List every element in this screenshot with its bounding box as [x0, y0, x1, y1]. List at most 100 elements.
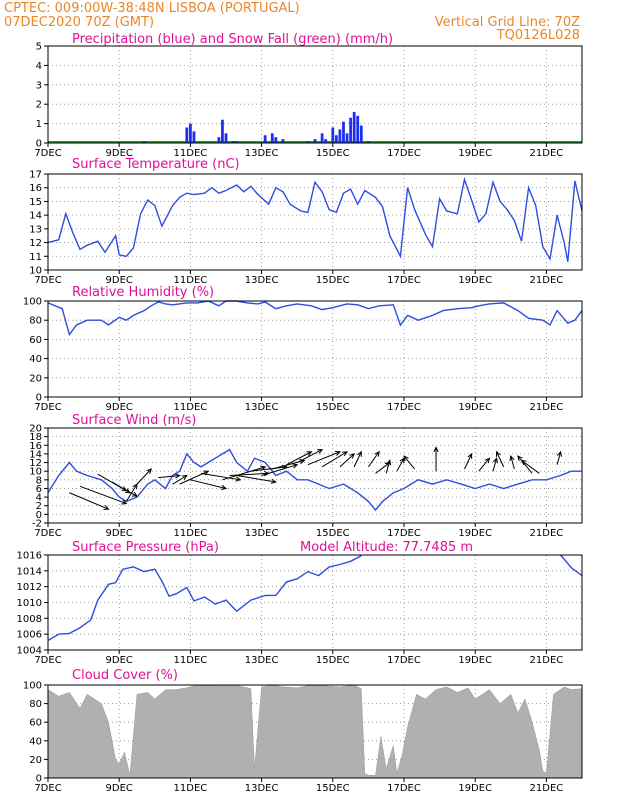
- x-tick-label: 19DEC: [458, 655, 492, 666]
- y-tick-label: 1010: [17, 598, 42, 609]
- x-tick-label: 15DEC: [316, 783, 350, 794]
- x-tick-label: 15DEC: [316, 402, 350, 413]
- precip-bar: [306, 141, 310, 143]
- wind-arrow-head: [174, 473, 181, 479]
- wind-arrow-head: [484, 457, 491, 464]
- x-tick-label: 11DEC: [174, 402, 208, 413]
- y-tick-label: 20: [29, 373, 42, 384]
- x-tick-label: 19DEC: [458, 148, 492, 159]
- x-tick-label: 11DEC: [174, 148, 208, 159]
- wind-arrow-head: [496, 450, 501, 457]
- panel-annotation: Model Altitude: 77.7485 m: [300, 540, 473, 555]
- x-tick-label: 13DEC: [245, 402, 279, 413]
- precip-bar: [231, 141, 235, 143]
- x-tick-label: 13DEC: [245, 528, 279, 539]
- y-tick-label: 4: [36, 493, 42, 504]
- wind-arrow: [136, 468, 152, 485]
- wind-arrow: [510, 455, 515, 470]
- header-grid-note: Vertical Grid Line: 70Z: [435, 15, 580, 30]
- y-tick-label: 15: [29, 197, 42, 208]
- wind-arrow: [229, 472, 269, 476]
- series-line: [47, 176, 583, 262]
- wind-arrow: [69, 492, 109, 510]
- wind-arrow-head: [556, 450, 562, 457]
- y-tick-label: 0: [36, 510, 42, 521]
- panel-title: Surface Pressure (hPa): [72, 540, 219, 555]
- y-tick-label: 2: [36, 501, 42, 512]
- cloud-cover-area: [47, 684, 583, 779]
- x-tick-label: 15DEC: [316, 148, 350, 159]
- wind-arrow: [375, 462, 391, 474]
- panel-title: Precipitation (blue) and Snow Fall (gree…: [72, 32, 393, 47]
- wind-arrow-head: [492, 457, 498, 464]
- wind-arrow-head: [520, 459, 527, 466]
- precip-bar: [324, 139, 328, 143]
- wind-arrow-head: [342, 451, 348, 457]
- wind-arrow-head: [317, 449, 324, 454]
- wind-arrow-head: [221, 484, 228, 490]
- x-tick-label: 11DEC: [174, 783, 208, 794]
- wind-arrow: [521, 459, 540, 474]
- panel-title: Surface Temperature (nC): [72, 157, 240, 172]
- wind-arrow: [403, 455, 416, 470]
- x-tick-label: 21DEC: [530, 528, 564, 539]
- precip-bar: [263, 135, 267, 143]
- header-date: 07DEC2020 70Z (GMT): [4, 15, 154, 30]
- wind-arrow-head: [235, 476, 242, 482]
- panel-1: Surface Temperature (nC) 10 11 12 13 14 15 16 17…: [29, 157, 583, 286]
- wind-arrow: [261, 464, 298, 476]
- x-tick-label: 7DEC: [34, 402, 61, 413]
- wind-arrow: [478, 457, 490, 472]
- y-tick-label: 40: [29, 736, 42, 747]
- x-tick-label: 9DEC: [106, 402, 133, 413]
- wind-arrow: [172, 475, 188, 485]
- y-tick-label: 10: [29, 467, 42, 478]
- y-tick-label: 20: [29, 755, 42, 766]
- x-tick-label: 9DEC: [106, 655, 133, 666]
- precip-bar: [342, 121, 345, 143]
- x-tick-label: 17DEC: [387, 402, 421, 413]
- wind-arrow: [339, 453, 355, 468]
- x-tick-label: 11DEC: [174, 655, 208, 666]
- wind-arrow: [464, 453, 473, 470]
- y-tick-label: 60: [29, 718, 42, 729]
- wind-arrow: [190, 479, 227, 489]
- x-tick-label: 11DEC: [174, 528, 208, 539]
- y-tick-label: 1008: [17, 614, 42, 625]
- precip-bar: [274, 137, 278, 143]
- x-tick-label: 21DEC: [530, 275, 564, 286]
- y-tick-label: 60: [29, 335, 42, 346]
- y-tick-label: 80: [29, 316, 42, 327]
- x-tick-label: 21DEC: [530, 148, 564, 159]
- y-tick-label: 2: [36, 100, 42, 111]
- y-tick-label: 11: [29, 252, 42, 263]
- panel-0: Precipitation (blue) and Snow Fall (gree…: [34, 32, 583, 159]
- y-tick-label: 16: [29, 183, 42, 194]
- y-tick-label: 12: [29, 238, 42, 249]
- y-tick-label: 17: [29, 170, 42, 181]
- y-tick-label: 1012: [17, 582, 42, 593]
- wind-arrow-head: [403, 455, 409, 462]
- wind-arrow-head: [103, 505, 110, 510]
- x-tick-label: 19DEC: [458, 783, 492, 794]
- x-tick-label: 9DEC: [106, 783, 133, 794]
- y-tick-label: 4: [36, 61, 42, 72]
- x-tick-label: 21DEC: [530, 783, 564, 794]
- panel-frame: [47, 684, 583, 779]
- y-tick-label: 80: [29, 699, 42, 710]
- y-tick-label: 10: [29, 266, 42, 277]
- wind-arrow-head: [467, 452, 473, 459]
- wind-arrow-head: [374, 450, 380, 457]
- wind-arrow-head: [270, 478, 277, 484]
- precip-bar: [356, 115, 360, 143]
- panel-title: Cloud Cover (%): [72, 668, 178, 683]
- panel-5: Cloud Cover (%) 0 20 40 60 80 100 7DEC 9DEC 11DEC…: [23, 668, 583, 794]
- x-tick-label: 7DEC: [34, 148, 61, 159]
- y-tick-label: 18: [29, 432, 42, 443]
- x-tick-label: 7DEC: [34, 783, 61, 794]
- y-tick-label: 0: [36, 774, 42, 785]
- precip-bar: [338, 129, 342, 143]
- y-tick-label: 1006: [17, 630, 42, 641]
- x-tick-label: 17DEC: [387, 783, 421, 794]
- precip-bar: [221, 119, 224, 143]
